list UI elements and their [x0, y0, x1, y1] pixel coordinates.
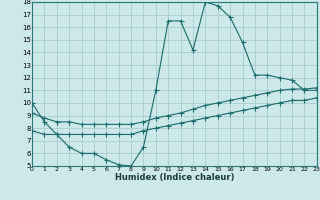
X-axis label: Humidex (Indice chaleur): Humidex (Indice chaleur) — [115, 173, 234, 182]
